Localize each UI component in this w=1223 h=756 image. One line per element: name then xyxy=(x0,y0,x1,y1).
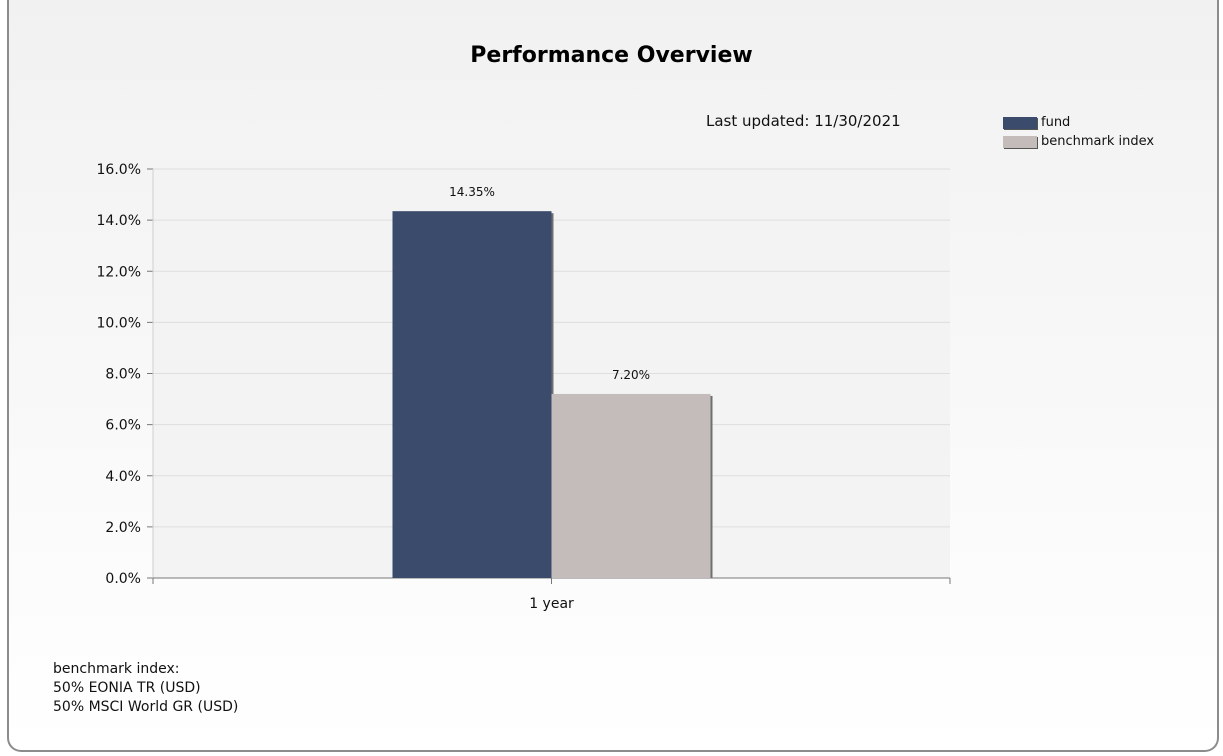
y-tick-label: 2.0% xyxy=(105,520,141,536)
chart-legend: fund benchmark index xyxy=(1003,113,1154,151)
footnote-heading: benchmark index: xyxy=(53,661,180,677)
legend-swatch-benchmark xyxy=(1003,135,1037,148)
y-tick-label: 16.0% xyxy=(97,162,141,178)
y-tick-label: 6.0% xyxy=(105,418,141,434)
y-tick-label: 10.0% xyxy=(97,315,141,331)
legend-swatch-fund xyxy=(1003,116,1037,129)
data-label-fund: 14.35% xyxy=(449,185,495,199)
x-category-label: 1 year xyxy=(529,596,574,612)
last-updated-text: Last updated: 11/30/2021 xyxy=(706,112,901,130)
legend-label-benchmark: benchmark index xyxy=(1041,134,1155,149)
y-tick-label: 14.0% xyxy=(97,213,141,229)
footnote-line-1: 50% EONIA TR (USD) xyxy=(53,680,201,696)
y-tick-label: 4.0% xyxy=(105,469,141,485)
bar-fund xyxy=(392,211,552,578)
chart-title: Performance Overview xyxy=(470,43,753,68)
legend-label-fund: fund xyxy=(1041,115,1071,130)
y-tick-label: 8.0% xyxy=(105,367,141,383)
benchmark-footnote: benchmark index: 50% EONIA TR (USD) 50% … xyxy=(53,660,238,717)
legend-item-fund: fund xyxy=(1003,113,1154,132)
y-tick-label: 12.0% xyxy=(97,264,141,280)
bar-benchmark xyxy=(551,393,711,578)
footnote-line-2: 50% MSCI World GR (USD) xyxy=(53,699,239,715)
data-label-benchmark: 7.20% xyxy=(612,368,650,382)
y-tick-label: 0.0% xyxy=(105,571,141,587)
legend-item-benchmark: benchmark index xyxy=(1003,132,1154,151)
